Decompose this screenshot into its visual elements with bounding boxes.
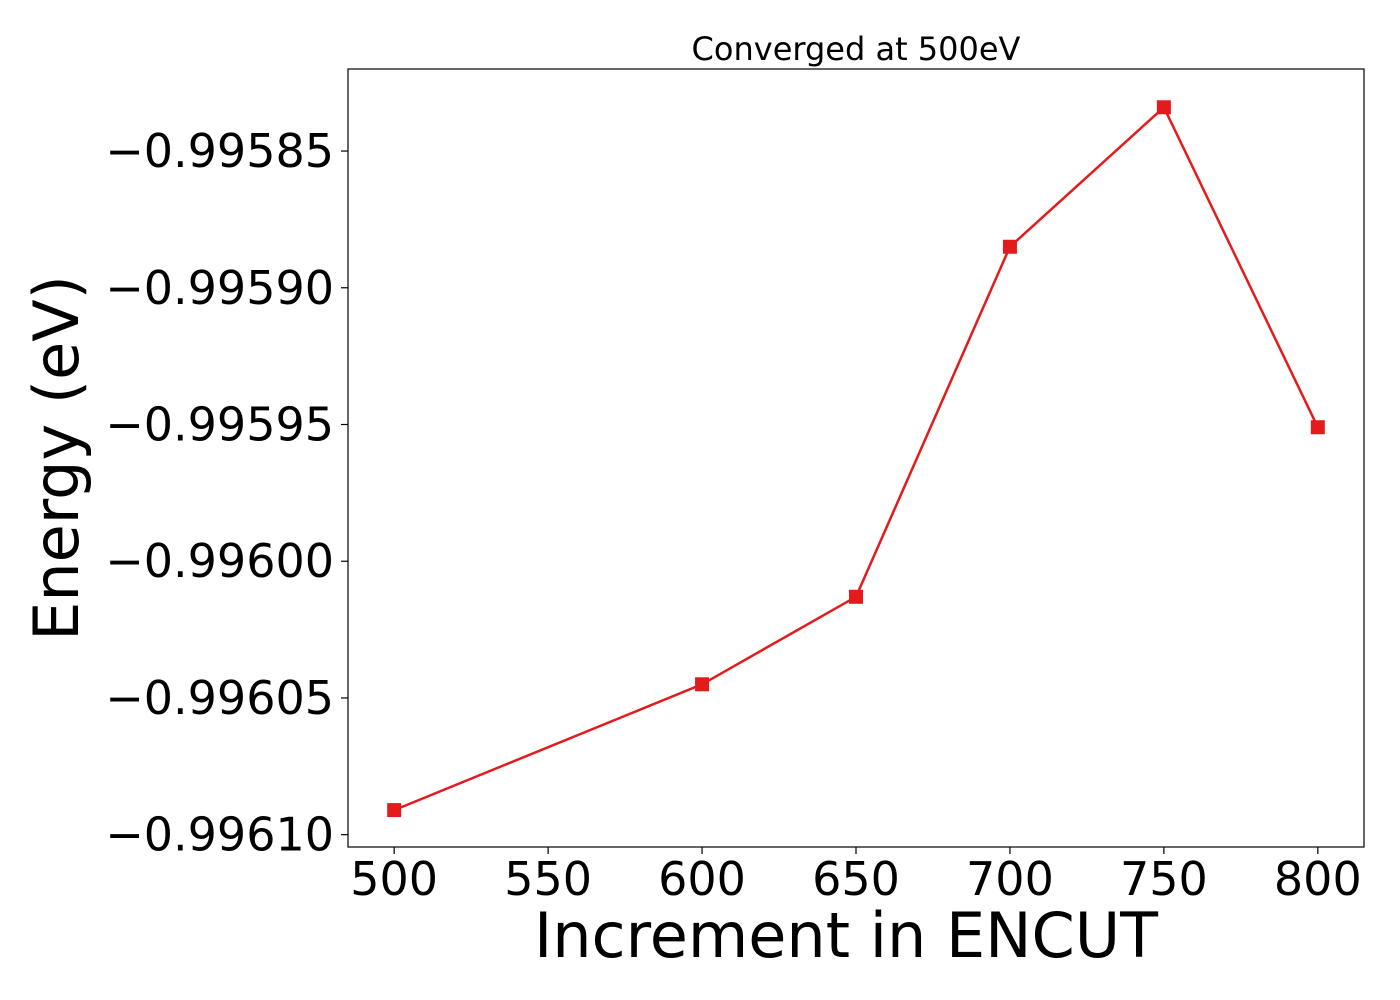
x-tick-label: 550 xyxy=(504,852,592,906)
plot-area: 500 550 600 650 700 750 800 −0.99610−0.99605−0… xyxy=(105,68,1365,906)
data-point xyxy=(849,589,863,604)
x-axis-label: Increment in ENCUT xyxy=(534,899,1159,972)
series-markers xyxy=(387,100,1325,818)
series-line xyxy=(393,105,1319,812)
y-tick-label: −0.99600 xyxy=(105,534,334,588)
x-axis: 500 550 600 650 700 750 800 xyxy=(350,847,1362,906)
plot-frame xyxy=(347,68,1365,848)
y-tick-label: −0.99590 xyxy=(105,261,334,315)
y-tick-label: −0.99585 xyxy=(105,124,334,178)
data-point xyxy=(1002,239,1017,254)
y-axis-label: Energy (eV) xyxy=(20,275,93,641)
data-point xyxy=(1310,420,1325,435)
y-tick-label: −0.99595 xyxy=(105,398,334,452)
y-axis: −0.99610 −0.99605 −0.99600 −0.99595 −0.99590… xyxy=(105,124,348,862)
data-point xyxy=(1156,100,1171,115)
x-tick-label: 600 xyxy=(658,852,746,906)
y-tick-label: −0.99605 xyxy=(105,671,334,725)
x-tick-label: 500 xyxy=(350,852,438,906)
data-point xyxy=(695,677,710,692)
x-tick-label: 650 xyxy=(812,852,900,906)
x-tick-label: 750 xyxy=(1120,852,1208,906)
data-point xyxy=(387,803,402,818)
x-tick-label: 700 xyxy=(966,852,1054,906)
chart-title: Converged at 500eV xyxy=(692,30,1021,68)
x-tick-label: 800 xyxy=(1274,852,1362,906)
y-tick-label: −0.99610 xyxy=(105,808,334,862)
